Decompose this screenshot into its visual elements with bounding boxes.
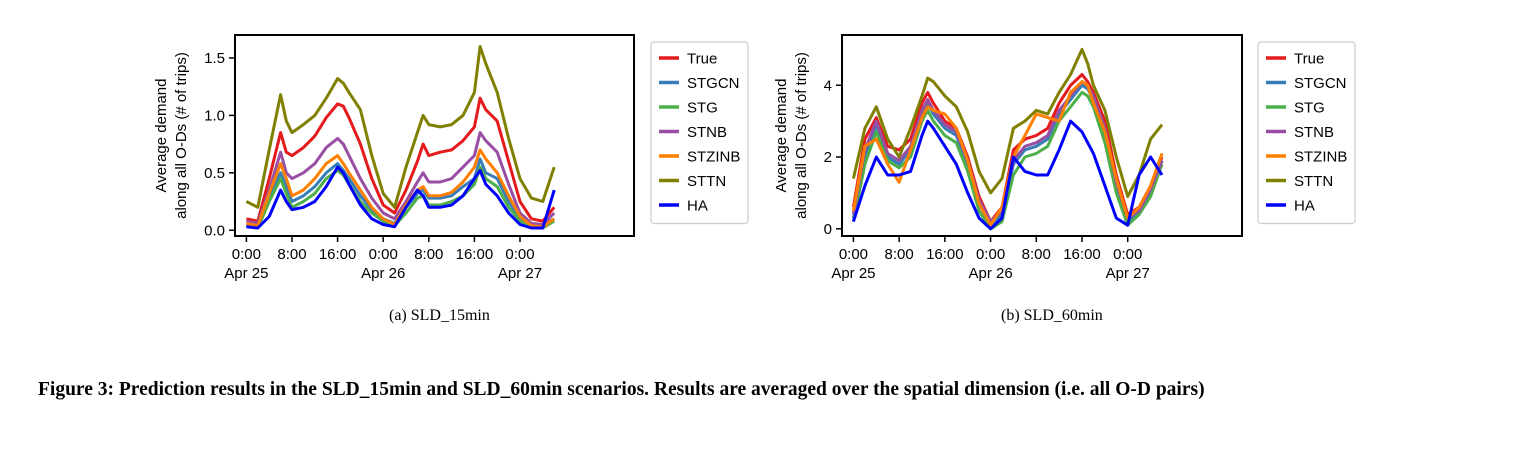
series-line-sttn xyxy=(245,45,556,209)
x-tick-label: 0:00 xyxy=(369,246,398,263)
x-tick-label: 0:00 xyxy=(839,246,868,263)
legend-label-stzinb: STZINB xyxy=(687,149,740,166)
legend-label-stnb: STNB xyxy=(1294,124,1334,141)
x-tick-label: 16:00 xyxy=(926,246,964,263)
legend-label-true: True xyxy=(687,51,717,68)
x-tick-label: 0:00 xyxy=(232,246,261,263)
series-line-true xyxy=(246,96,556,223)
x-tick-label: 0:00 xyxy=(505,246,534,263)
legend-label-stgcn: STGCN xyxy=(1294,75,1347,92)
legend-label-true: True xyxy=(1294,51,1324,68)
legend-box xyxy=(1257,41,1356,225)
x-tick-label: 0:00 xyxy=(976,246,1005,263)
x-tick-label: 16:00 xyxy=(1063,246,1101,263)
y-tick-label: 0 xyxy=(824,221,832,238)
x-tick-label: Apr 26 xyxy=(361,265,405,282)
series-line-sttn xyxy=(851,47,1164,198)
legend-label-stzinb: STZINB xyxy=(1294,149,1347,166)
chart-b: 0 2 4 0:00 Apr 25 8:00 16:00 0:00 Apr 26 8:00 16:0… xyxy=(773,34,1356,282)
legend-label-ha: HA xyxy=(687,198,708,215)
chart-a: 0.0 0.5 1.0 1.5 0:00 Apr 25 8:00 16:00 0:00 Apr 2… xyxy=(153,34,749,282)
series-line-ha xyxy=(246,165,556,230)
y-axis-label: Average demand xyxy=(773,79,790,193)
x-tick-label: 8:00 xyxy=(414,246,443,263)
y-tick-label: 4 xyxy=(824,77,832,94)
x-tick-label: Apr 25 xyxy=(224,265,268,282)
y-tick-label: 1.0 xyxy=(204,107,225,124)
y-axis-label: along all O-Ds (# of trips) xyxy=(173,52,190,219)
x-tick-label: Apr 27 xyxy=(1106,265,1150,282)
y-axis-label: Average demand xyxy=(153,79,170,193)
x-tick-label: Apr 26 xyxy=(968,265,1012,282)
legend-label-stg: STG xyxy=(1294,100,1325,117)
x-tick-label: 8:00 xyxy=(885,246,914,263)
y-tick-label: 2 xyxy=(824,149,832,166)
x-tick-label: 8:00 xyxy=(1022,246,1051,263)
y-tick-label: 0.0 xyxy=(204,222,225,239)
y-tick-label: 0.5 xyxy=(204,165,225,182)
legend-label-sttn: STTN xyxy=(687,173,726,190)
legend-label-stg: STG xyxy=(687,100,718,117)
legend-label-sttn: STTN xyxy=(1294,173,1333,190)
y-tick-label: 1.5 xyxy=(204,50,225,67)
legend-label-ha: HA xyxy=(1294,198,1315,215)
series-line-ha xyxy=(851,119,1164,231)
plot-frame xyxy=(234,34,635,237)
y-axis-label: along all O-Ds (# of trips) xyxy=(793,52,810,219)
x-tick-label: 16:00 xyxy=(319,246,357,263)
x-tick-label: 0:00 xyxy=(1113,246,1142,263)
x-tick-label: Apr 27 xyxy=(498,265,542,282)
legend-label-stnb: STNB xyxy=(687,124,727,141)
x-tick-label: 8:00 xyxy=(277,246,306,263)
subcaption-a: (a) SLD_15min xyxy=(389,307,490,324)
plot-frame xyxy=(841,34,1243,237)
legend-label-stgcn: STGCN xyxy=(687,75,740,92)
figure-caption: Figure 3: Prediction results in the SLD_… xyxy=(38,379,1205,400)
subcaption-b: (b) SLD_60min xyxy=(1001,307,1103,324)
x-tick-label: Apr 25 xyxy=(831,265,875,282)
series-line-stnb xyxy=(246,131,556,226)
legend-box xyxy=(650,41,749,225)
x-tick-label: 16:00 xyxy=(456,246,494,263)
